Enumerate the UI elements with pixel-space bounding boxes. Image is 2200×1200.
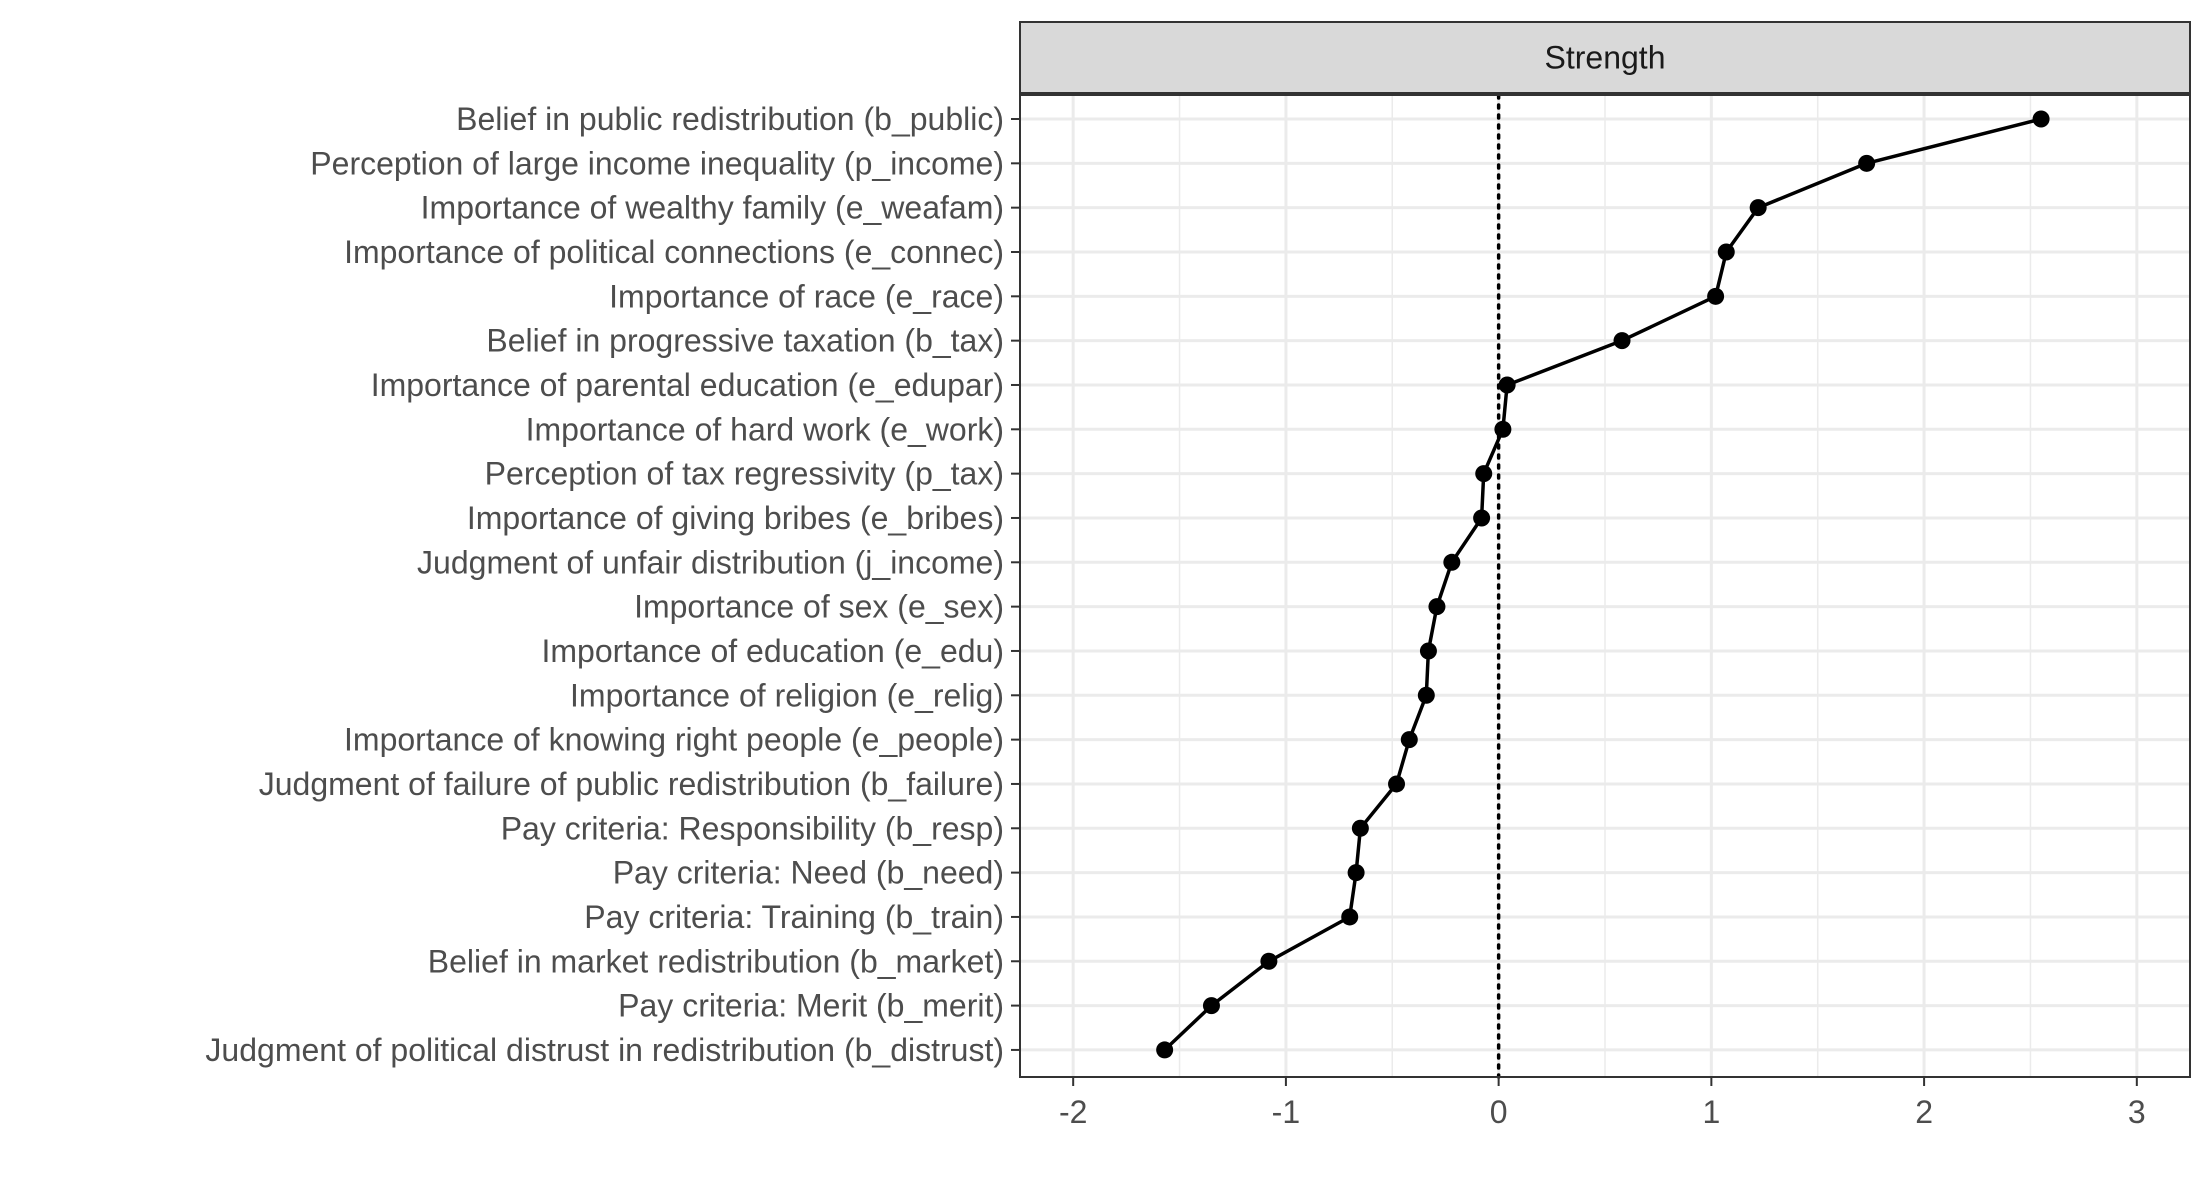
y-tick-label: Pay criteria: Responsibility (b_resp) [501, 810, 1004, 846]
data-point [1494, 420, 1512, 438]
y-tick-label: Importance of political connections (e_c… [344, 234, 1004, 270]
y-tick-label: Importance of parental education (e_edup… [371, 367, 1004, 403]
y-tick-label: Importance of race (e_race) [609, 278, 1004, 314]
facet-strip-label: Strength [1545, 40, 1666, 76]
data-point [1351, 819, 1369, 837]
data-point [1858, 154, 1876, 172]
data-point [1707, 287, 1725, 305]
y-tick-label: Importance of hard work (e_work) [526, 411, 1004, 447]
data-point [1419, 642, 1437, 660]
y-tick-label: Judgment of political distrust in redist… [205, 1032, 1004, 1068]
data-point [1475, 465, 1493, 483]
y-tick-label: Pay criteria: Training (b_train) [584, 899, 1004, 935]
x-tick-label: 3 [2128, 1094, 2146, 1130]
data-point [1473, 509, 1491, 527]
y-tick-label: Importance of wealthy family (e_weafam) [421, 190, 1004, 226]
y-tick-label: Belief in market redistribution (b_marke… [428, 943, 1004, 979]
data-point [1341, 908, 1359, 926]
data-point [1417, 686, 1435, 704]
x-tick-label: -1 [1272, 1094, 1300, 1130]
y-tick-label: Judgment of failure of public redistribu… [259, 766, 1004, 802]
data-point [1428, 598, 1446, 616]
data-point [1443, 553, 1461, 571]
y-tick-label: Belief in progressive taxation (b_tax) [486, 323, 1004, 359]
data-point [1749, 199, 1767, 217]
y-tick-label: Importance of knowing right people (e_pe… [344, 722, 1004, 758]
y-tick-label: Importance of religion (e_relig) [570, 677, 1004, 713]
y-tick-label: Belief in public redistribution (b_publi… [456, 101, 1004, 137]
x-tick-label: 0 [1490, 1094, 1508, 1130]
y-tick-label: Pay criteria: Need (b_need) [613, 855, 1004, 891]
y-tick-label: Importance of education (e_edu) [541, 633, 1004, 669]
y-tick-label: Judgment of unfair distribution (j_incom… [417, 544, 1004, 580]
data-point [1260, 952, 1278, 970]
data-point [1400, 731, 1418, 749]
y-tick-label: Perception of large income inequality (p… [310, 145, 1004, 181]
y-tick-label: Pay criteria: Merit (b_merit) [618, 988, 1004, 1024]
facet-strip [1019, 21, 2191, 94]
data-point [1498, 376, 1516, 394]
data-point [1717, 243, 1735, 261]
x-tick-label: 1 [1702, 1094, 1720, 1130]
panel-border [1019, 94, 2191, 1078]
y-tick-label: Importance of sex (e_sex) [634, 589, 1004, 625]
x-tick-label: -2 [1059, 1094, 1087, 1130]
strength-series-line [1163, 117, 2042, 1052]
data-point [1347, 864, 1365, 882]
y-tick-label: Importance of giving bribes (e_bribes) [467, 500, 1004, 536]
data-point [2032, 110, 2050, 128]
data-point [1202, 997, 1220, 1015]
data-point [1156, 1041, 1174, 1059]
data-point [1613, 332, 1631, 350]
y-tick-label: Perception of tax regressivity (p_tax) [485, 456, 1004, 492]
x-tick-label: 2 [1915, 1094, 1933, 1130]
data-point [1388, 775, 1406, 793]
